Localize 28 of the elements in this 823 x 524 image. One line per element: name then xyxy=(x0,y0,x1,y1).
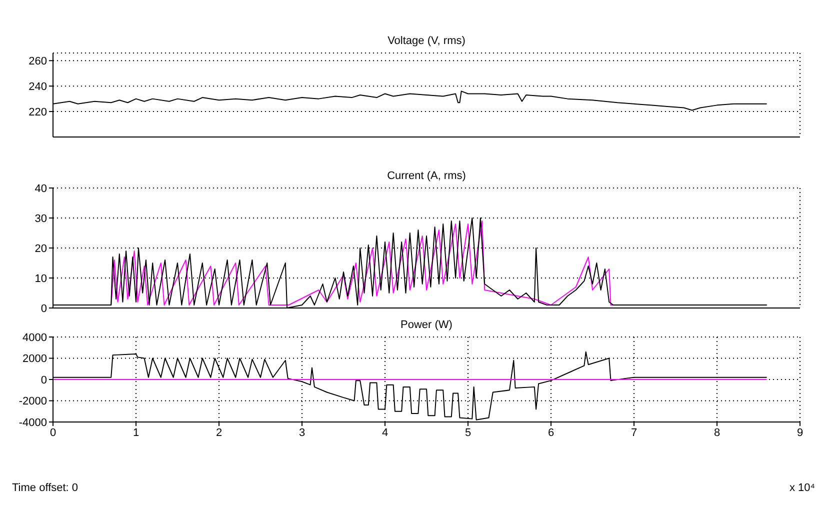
x-tick-label: 5 xyxy=(464,426,472,439)
chart-title: Voltage (V, rms) xyxy=(386,35,466,47)
y-tick-label: 40 xyxy=(34,182,47,195)
x-tick-label: 1 xyxy=(132,426,140,439)
chart-title: Current (A, rms) xyxy=(386,170,467,182)
x-tick-label: 6 xyxy=(548,426,554,439)
y-tick-label: -2000 xyxy=(18,396,47,408)
y-tick-label: 260 xyxy=(28,56,47,68)
y-tick-label: 2000 xyxy=(22,353,47,366)
text: x 10⁴ xyxy=(789,482,815,494)
y-tick-label: 220 xyxy=(28,106,47,118)
x-tick-label: 9 xyxy=(796,426,804,439)
chart-title: Power (W) xyxy=(400,319,454,331)
y-tick-label: 30 xyxy=(34,212,47,225)
x-tick-label: 7 xyxy=(630,426,638,439)
x-tick-label: 3 xyxy=(298,426,306,439)
y-tick-label: 0 xyxy=(40,374,47,386)
x-tick-label: 2 xyxy=(216,426,222,439)
y-tick-label: 0 xyxy=(40,302,47,315)
y-tick-label: 240 xyxy=(28,80,47,93)
y-tick-label: 4000 xyxy=(22,332,47,344)
x-tick-label: 4 xyxy=(382,426,388,439)
y-tick-label: -4000 xyxy=(18,416,47,429)
text: Time offset: 0 xyxy=(12,482,78,494)
y-tick-label: 20 xyxy=(34,242,47,255)
x-tick-label: 0 xyxy=(50,426,56,439)
y-tick-label: 10 xyxy=(34,272,47,285)
x-tick-label: 8 xyxy=(714,426,720,439)
